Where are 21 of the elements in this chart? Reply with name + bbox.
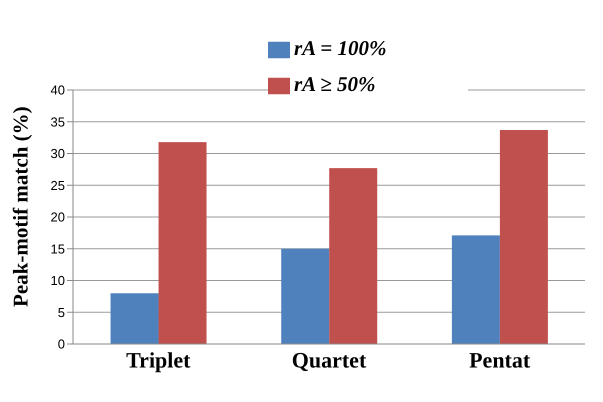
bar — [281, 248, 330, 344]
bar — [500, 130, 548, 344]
bar — [158, 142, 207, 344]
y-tick-label: 30 — [50, 146, 65, 162]
x-tick-label: Pentat — [469, 348, 531, 373]
bar — [110, 293, 159, 344]
y-tick-label: 20 — [50, 210, 65, 225]
y-tick-label: 10 — [50, 273, 65, 288]
y-tick-label: 25 — [50, 178, 65, 193]
x-tick-label: Quartet — [292, 348, 367, 373]
legend-label: rA = 100% — [294, 36, 386, 60]
y-tick-label: 35 — [50, 114, 65, 130]
y-tick-label: 0 — [58, 336, 65, 352]
legend-label: rA ≥ 50% — [294, 72, 376, 96]
bar — [452, 235, 500, 344]
bar — [329, 168, 378, 344]
y-tick-label: 15 — [50, 241, 65, 256]
y-tick-label: 40 — [50, 82, 65, 98]
x-tick-label: Triplet — [126, 348, 192, 373]
y-tick-label: 5 — [58, 304, 65, 320]
y-axis-title: Peak-motif match (%) — [8, 106, 32, 307]
